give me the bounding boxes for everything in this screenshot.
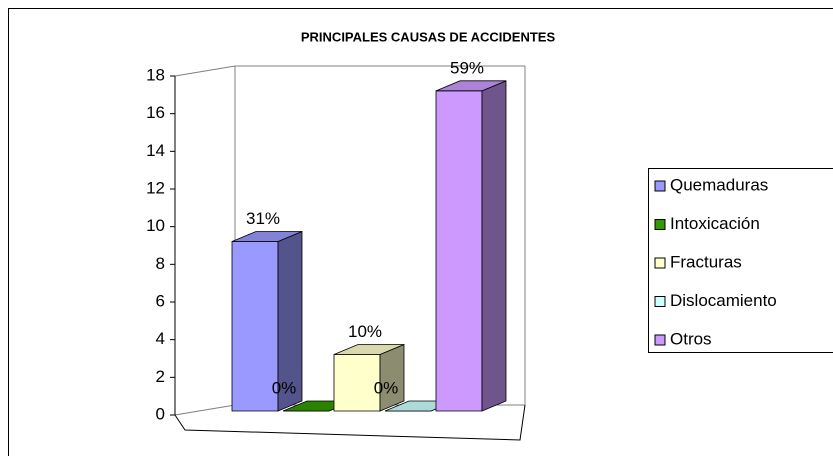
y-tick-label: 2 <box>156 367 165 386</box>
legend-swatch <box>654 180 666 192</box>
bar-front <box>435 90 483 412</box>
bar <box>231 230 303 412</box>
legend-label: Otros <box>670 329 712 348</box>
legend-swatch <box>654 219 666 230</box>
legend-swatch <box>654 257 666 269</box>
legend <box>648 168 833 353</box>
floor-front <box>174 404 526 441</box>
y-tick-label: 10 <box>146 216 165 235</box>
y-tick-label: 4 <box>156 329 165 348</box>
data-label: 0% <box>272 378 297 397</box>
y-tick-label: 16 <box>146 103 165 122</box>
chart-title: PRINCIPALES CAUSAS DE ACCIDENTES <box>301 29 556 44</box>
bar <box>333 343 405 412</box>
bar-side <box>481 80 507 412</box>
floor-left <box>174 404 236 416</box>
y-tick-label: 12 <box>146 178 165 197</box>
y-tick-label: 8 <box>156 254 165 273</box>
bar-top <box>231 231 303 242</box>
data-label: 59% <box>450 58 484 77</box>
legend-swatch <box>654 334 666 346</box>
bar-top <box>333 344 405 355</box>
data-label: 10% <box>348 322 382 341</box>
bar <box>435 80 507 412</box>
bar-top <box>435 80 507 92</box>
legend-label: Fracturas <box>670 252 742 271</box>
data-label: 31% <box>246 209 280 228</box>
data-label: 0% <box>374 378 399 397</box>
legend-swatch <box>654 296 666 307</box>
legend-label: Intoxicación <box>670 214 760 233</box>
y-tick-label: 6 <box>156 291 165 310</box>
y-tick-label: 18 <box>146 65 165 84</box>
y-tick-label: 14 <box>146 141 165 160</box>
side-wall-top <box>174 65 236 77</box>
y-tick-label: 0 <box>156 404 165 423</box>
legend-label: Quemaduras <box>670 175 768 194</box>
legend-label: Dislocamiento <box>670 291 777 310</box>
